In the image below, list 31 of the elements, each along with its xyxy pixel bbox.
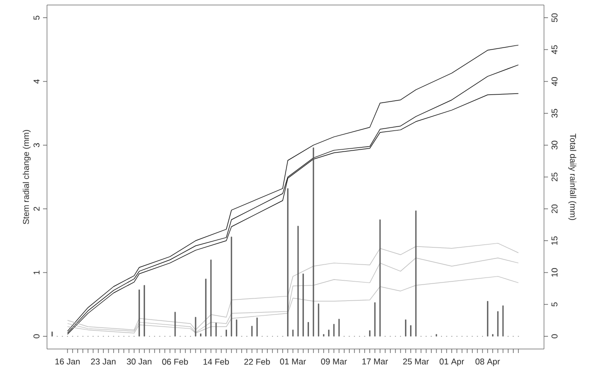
x-tick-label: 25 Mar: [403, 358, 429, 365]
x-tick-label: 09 Mar: [321, 358, 347, 365]
y2-tick-label: 45: [552, 45, 558, 54]
y2-tick-label: 10: [552, 268, 558, 277]
x-tick-label: 06 Feb: [162, 358, 188, 365]
x-tick-label: 14 Feb: [204, 358, 229, 365]
x-tick-label: 16 Jan: [55, 358, 80, 365]
y2-tick-label: 25: [552, 172, 558, 182]
y2-tick-label: 35: [552, 108, 558, 118]
y2-tick-label: 50: [552, 13, 558, 22]
y2-tick-label: 15: [552, 236, 558, 245]
x-tick-label: 01 Apr: [440, 358, 464, 366]
y2-tick-label: 40: [552, 77, 558, 86]
x-tick-label: 30 Jan: [126, 358, 152, 365]
x-tick-label: 17 Mar: [362, 358, 388, 364]
y-tick-label: 2: [34, 206, 40, 211]
y-axis-title: Stem radial change (mm): [22, 130, 31, 224]
y2-tick-label: 30: [552, 140, 558, 150]
x-tick-label: 01 Mar: [280, 358, 306, 365]
x-tick-label: 23 Jan: [91, 358, 116, 365]
y-tick-label: 3: [33, 143, 40, 148]
x-tick-label: 08 Apr: [475, 358, 500, 366]
y2-tick-label: 0: [552, 334, 558, 338]
y-tick-label: 4: [34, 79, 40, 84]
y2-axis-title: Total daily rainfall (mm): [568, 134, 576, 220]
y-tick-label: 5: [34, 16, 40, 20]
y-tick-label: 0: [33, 334, 40, 338]
y-tick-label: 1: [34, 270, 40, 274]
y2-tick-label: 5: [552, 302, 558, 306]
y2-tick-label: 20: [552, 204, 558, 214]
x-tick-label: 22 Feb: [244, 358, 270, 365]
